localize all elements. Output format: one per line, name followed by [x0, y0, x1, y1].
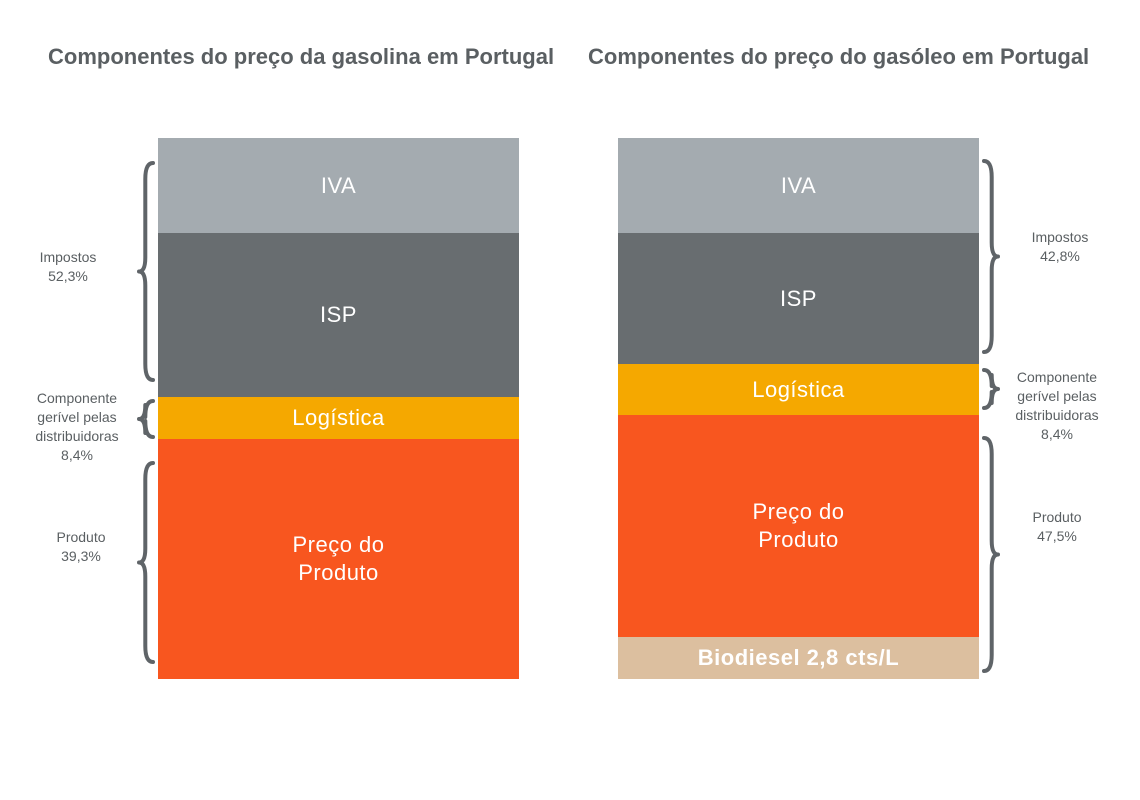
- bar-segment-3: Preço do Produto: [158, 439, 519, 679]
- group-label: Impostos 52,3%: [39, 249, 97, 284]
- segment-label: Logística: [292, 405, 385, 430]
- bar-segment-1: ISP: [618, 233, 979, 364]
- segment-label: Preço do Produto: [752, 499, 845, 552]
- bar-segment-3: Preço do Produto: [618, 415, 979, 637]
- group-label: Componente gerível pelas distribuidoras …: [35, 390, 119, 463]
- segment-label: IVA: [780, 172, 817, 198]
- segment-label: ISP: [780, 285, 817, 311]
- group-label: Produto 39,3%: [56, 529, 106, 564]
- segment-label: Preço do Produto: [292, 532, 385, 585]
- chart-title-gasolina: Componentes do preço da gasolina em Port…: [48, 44, 555, 69]
- segment-label: ISP: [320, 302, 357, 327]
- segment-label: Biodiesel 2,8 cts/L: [697, 645, 900, 670]
- group-label: Componente gerível pelas distribuidoras …: [1015, 369, 1099, 442]
- bar-segment-2: Logística: [158, 397, 519, 439]
- segment-label: Logística: [752, 376, 845, 402]
- group-label: Impostos 42,8%: [1031, 229, 1089, 264]
- chart-title-gasoleo: Componentes do preço do gasóleo em Portu…: [588, 44, 1090, 69]
- bar-segment-0: IVA: [158, 138, 519, 233]
- bar-segment-4: Biodiesel 2,8 cts/L: [618, 637, 979, 679]
- segment-label: IVA: [320, 172, 357, 198]
- bar-segment-2: Logística: [618, 364, 979, 415]
- group-label: Produto 47,5%: [1032, 509, 1082, 544]
- bar-segment-0: IVA: [618, 138, 979, 233]
- bar-segment-1: ISP: [158, 233, 519, 397]
